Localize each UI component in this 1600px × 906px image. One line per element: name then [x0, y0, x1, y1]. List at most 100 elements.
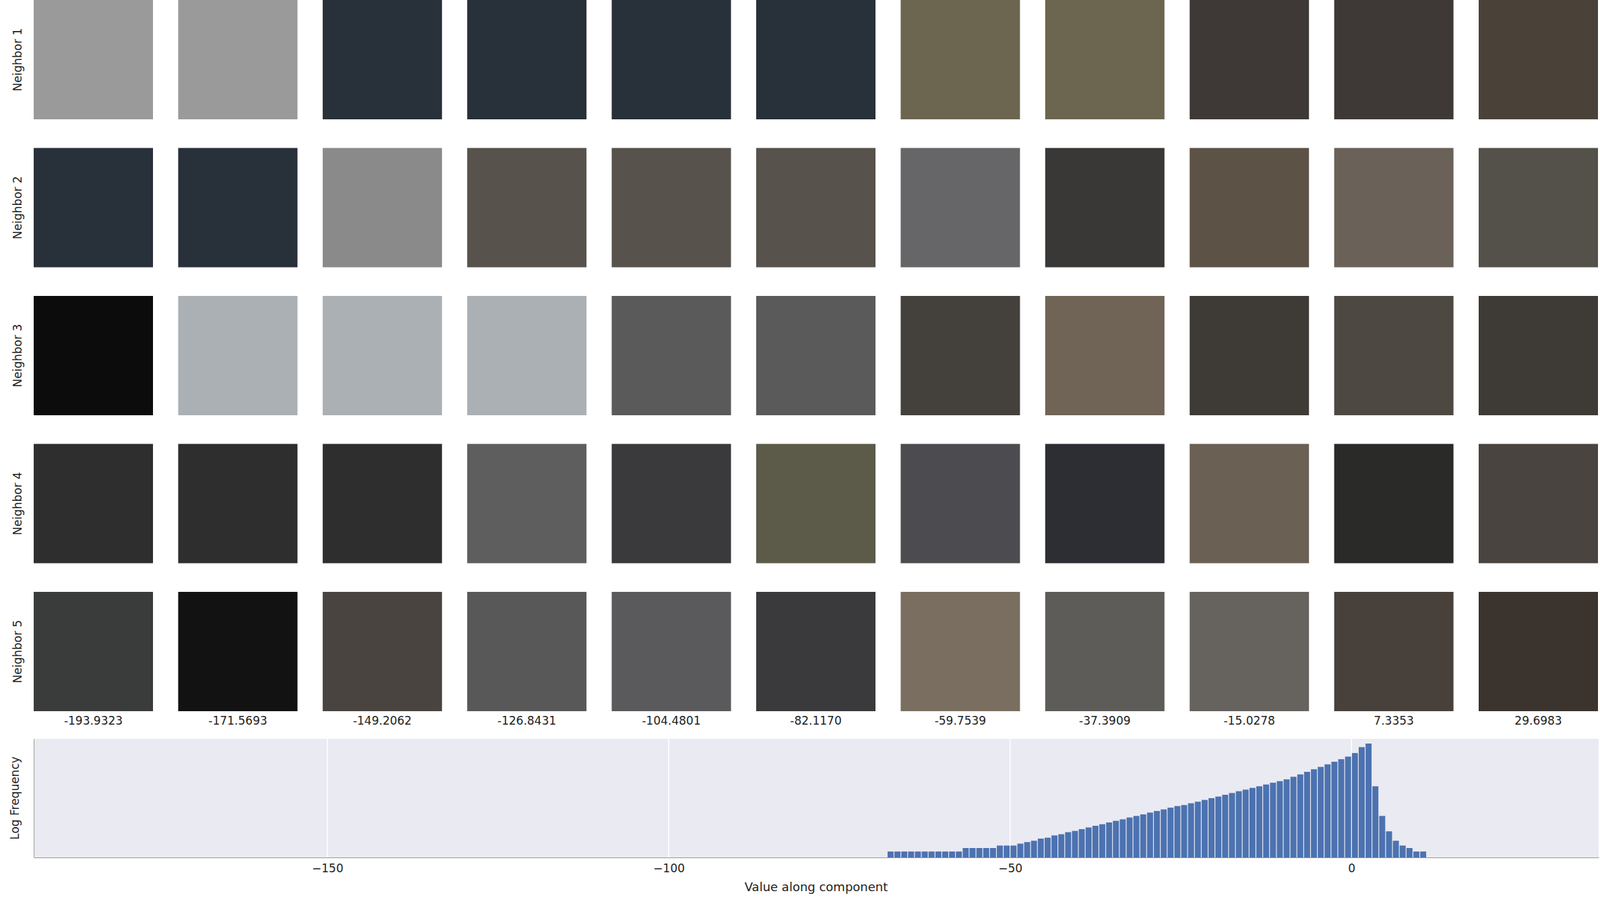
- bar: [1229, 792, 1236, 858]
- row-label: Neighbor 4: [10, 471, 25, 536]
- thumbnail: [467, 591, 587, 712]
- bar: [1105, 822, 1113, 858]
- thumbnail: [33, 444, 153, 564]
- column-label: -193.9323: [64, 713, 123, 728]
- column-label: 7.3353: [1373, 713, 1414, 728]
- x-tick-label: 0: [1347, 861, 1356, 875]
- bar: [901, 851, 908, 858]
- bar: [1181, 804, 1188, 858]
- bar: [1099, 824, 1106, 858]
- bar: [887, 851, 894, 858]
- row-label: Neighbor 1: [10, 28, 25, 92]
- bar: [1290, 776, 1297, 858]
- bar: [1194, 801, 1202, 858]
- bar: [907, 851, 914, 858]
- bar: [1420, 851, 1427, 858]
- thumbnail: [1189, 0, 1309, 120]
- bar: [928, 851, 935, 858]
- thumbnail-grid: Neighbor 1 Neighbor 2 Neighbor 3 Neighbor 4…: [10, 0, 1598, 728]
- bar: [996, 845, 1003, 858]
- x-tick: 0: [1347, 857, 1356, 875]
- bar: [1133, 815, 1140, 858]
- thumbnail: [900, 0, 1020, 120]
- bar: [859, 857, 867, 858]
- thumbnail: [1045, 295, 1165, 416]
- bar: [1358, 746, 1365, 858]
- bar: [1386, 831, 1393, 858]
- x-axis: −150−100−500: [34, 857, 1600, 875]
- bar: [1031, 840, 1038, 858]
- bar: [1051, 835, 1058, 858]
- bar: [1085, 826, 1092, 858]
- bar: [1119, 818, 1126, 858]
- y-axis-title: Log Frequency: [8, 756, 22, 840]
- grid-line: [1351, 738, 1353, 858]
- bar: [1201, 800, 1208, 858]
- thumbnail: [900, 591, 1020, 712]
- bar: [1208, 797, 1215, 858]
- row-label: Neighbor 2: [10, 175, 25, 240]
- bar: [1236, 791, 1243, 858]
- bar: [1221, 794, 1228, 858]
- bar: [1399, 845, 1406, 858]
- bar: [1064, 831, 1071, 858]
- bar: [1393, 840, 1400, 858]
- thumbnail: [1478, 444, 1598, 564]
- bar: [1215, 796, 1222, 858]
- thumbnail: [177, 295, 298, 416]
- bar: [914, 851, 921, 858]
- thumbnail: [1045, 0, 1165, 120]
- thumbnail: [177, 0, 298, 120]
- bar: [1153, 810, 1160, 858]
- thumbnail: [1478, 295, 1598, 416]
- bar: [969, 847, 976, 858]
- column-label: -59.7539: [934, 713, 987, 728]
- x-tick-label: −50: [998, 861, 1023, 875]
- thumbnail: [611, 148, 732, 268]
- thumbnail: [177, 444, 298, 564]
- bar: [1317, 766, 1324, 858]
- thumbnail: [1045, 444, 1165, 564]
- bar: [955, 851, 962, 858]
- thumbnail: [177, 148, 298, 268]
- y-axis-line: [33, 739, 35, 858]
- bar: [1413, 851, 1420, 858]
- row-label: Neighbor 5: [10, 620, 25, 684]
- bar: [962, 847, 969, 858]
- column-label: -149.2062: [353, 713, 412, 728]
- thumbnail: [611, 444, 732, 564]
- bar: [1079, 828, 1086, 858]
- thumbnail: [467, 444, 587, 564]
- thumbnail: [1334, 444, 1454, 564]
- thumbnail: [756, 444, 876, 564]
- bar: [1174, 806, 1181, 858]
- column-label: -126.8431: [497, 713, 557, 728]
- thumbnail: [322, 295, 443, 416]
- thumbnail: [1189, 444, 1309, 564]
- thumbnail: [611, 295, 732, 416]
- thumbnail: [900, 444, 1020, 564]
- x-tick-label: −150: [312, 861, 344, 875]
- thumbnail: [1334, 148, 1454, 268]
- row-label: Neighbor 3: [10, 324, 25, 388]
- x-tick: −150: [312, 857, 344, 875]
- thumbnail: [33, 148, 153, 268]
- thumbnail: [1478, 0, 1598, 120]
- bar: [1092, 825, 1099, 858]
- bar: [1345, 756, 1352, 858]
- thumbnail: [467, 0, 587, 120]
- thumbnail: [1478, 148, 1598, 268]
- bar: [1147, 812, 1154, 858]
- bar: [1331, 761, 1338, 858]
- bar: [1003, 845, 1010, 858]
- bar: [1044, 837, 1051, 858]
- thumbnail: [467, 148, 587, 268]
- bar: [990, 847, 997, 858]
- thumbnail: [1334, 0, 1454, 120]
- bar: [894, 851, 901, 858]
- thumbnail: [1189, 591, 1309, 712]
- column-label: 29.6983: [1514, 713, 1562, 728]
- bar: [1365, 743, 1372, 858]
- bar: [1283, 779, 1290, 858]
- bar: [1071, 831, 1078, 858]
